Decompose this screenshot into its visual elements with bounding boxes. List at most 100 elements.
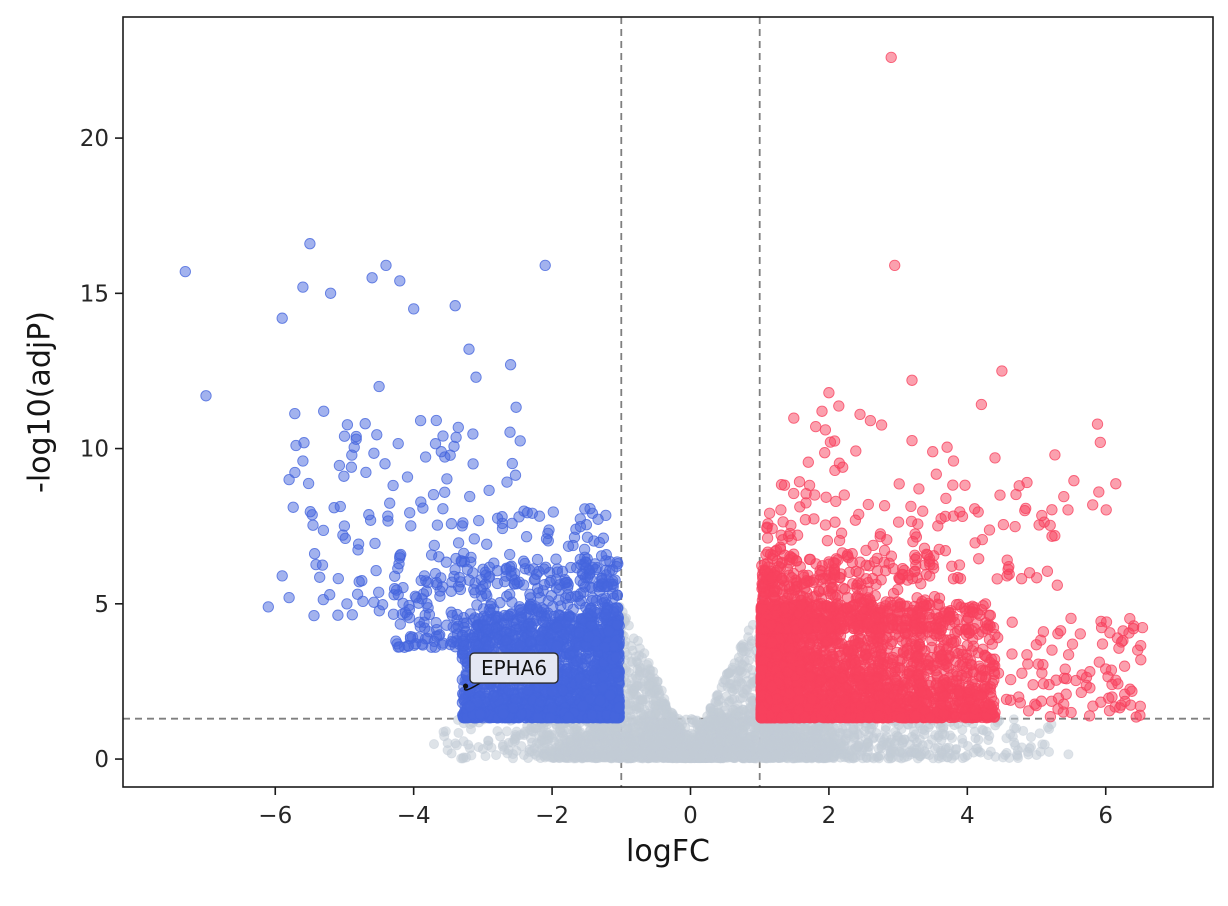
point-ns	[675, 733, 686, 745]
point-ns	[880, 722, 891, 733]
point-ns	[652, 676, 663, 687]
point-ns	[644, 669, 655, 680]
point-down	[594, 694, 606, 707]
point-ns	[631, 681, 642, 692]
point-ns	[690, 740, 701, 751]
point-ns	[984, 730, 995, 742]
point-ns	[731, 680, 742, 691]
point-ns	[881, 731, 892, 742]
point-ns	[736, 666, 748, 678]
point-ns	[638, 731, 649, 742]
point-down	[497, 708, 510, 720]
point-ns	[712, 689, 723, 700]
point-ns	[628, 700, 640, 711]
point-ns	[599, 736, 610, 748]
point-ns	[1025, 732, 1037, 743]
point-ns	[1034, 728, 1045, 739]
point-ns	[724, 668, 735, 679]
point-down	[461, 617, 473, 629]
point-ns	[1009, 737, 1020, 748]
point-ns	[666, 707, 677, 718]
point-ns	[647, 739, 658, 751]
point-ns	[827, 751, 839, 762]
point-ns	[890, 726, 901, 737]
point-ns	[714, 744, 725, 755]
point-ns	[501, 726, 512, 737]
point-down	[535, 695, 547, 708]
point-ns	[811, 732, 822, 743]
point-down	[604, 689, 616, 701]
point-ns	[724, 751, 735, 763]
point-ns	[769, 739, 780, 750]
point-ns	[924, 749, 935, 761]
point-ns	[753, 722, 764, 733]
point-ns	[736, 749, 748, 760]
point-ns	[899, 734, 910, 745]
point-ns	[729, 658, 740, 669]
point-ns	[738, 688, 749, 699]
point-ns	[881, 740, 893, 751]
point-down	[586, 709, 598, 721]
point-ns	[604, 752, 615, 763]
point-ns	[596, 749, 607, 760]
point-ns	[656, 748, 667, 759]
point-ns	[428, 739, 440, 750]
point-ns	[520, 726, 531, 737]
point-ns	[542, 730, 553, 741]
point-ns	[546, 751, 557, 762]
point-ns	[702, 740, 713, 751]
point-ns	[715, 726, 726, 737]
point-ns	[691, 717, 703, 728]
point-ns	[457, 753, 468, 764]
point-ns	[738, 704, 749, 715]
point-ns	[862, 738, 873, 750]
point-down	[487, 690, 500, 702]
point-down	[474, 708, 486, 720]
point-down	[613, 701, 625, 714]
point-ns	[516, 741, 527, 752]
point-ns	[842, 728, 853, 739]
point-down	[596, 681, 608, 693]
point-ns	[453, 727, 464, 738]
point-ns	[632, 635, 644, 646]
point-down	[557, 684, 569, 697]
point-ns	[446, 748, 457, 759]
point-ns	[734, 735, 745, 746]
point-ns	[794, 746, 805, 757]
point-down	[507, 702, 519, 714]
point-ns	[805, 745, 816, 756]
point-ns	[573, 751, 584, 762]
point-ns	[962, 750, 973, 761]
point-ns	[575, 728, 586, 739]
series-down-points	[179, 238, 625, 724]
point-ns	[861, 752, 872, 763]
point-ns	[561, 746, 572, 757]
point-ns	[465, 724, 477, 735]
point-ns	[716, 714, 727, 725]
point-ns	[743, 632, 754, 643]
point-ns	[771, 749, 782, 760]
point-down	[464, 700, 476, 713]
point-ns	[748, 742, 760, 753]
point-ns	[477, 744, 488, 755]
point-ns	[643, 657, 654, 669]
point-ns	[534, 730, 545, 741]
point-ns	[1035, 746, 1046, 757]
point-ns	[662, 718, 673, 729]
point-ns	[745, 731, 756, 742]
point-ns	[675, 715, 686, 727]
point-down	[394, 618, 406, 630]
point-ns	[694, 752, 705, 763]
point-ns	[554, 723, 565, 734]
point-ns	[627, 645, 638, 656]
point-ns	[985, 746, 996, 757]
point-down	[531, 582, 544, 595]
point-ns	[440, 726, 451, 737]
point-ns	[894, 746, 906, 757]
point-down	[504, 588, 516, 600]
point-ns	[1042, 722, 1053, 733]
point-down	[532, 711, 544, 724]
point-down	[544, 712, 556, 724]
point-down	[546, 702, 558, 714]
